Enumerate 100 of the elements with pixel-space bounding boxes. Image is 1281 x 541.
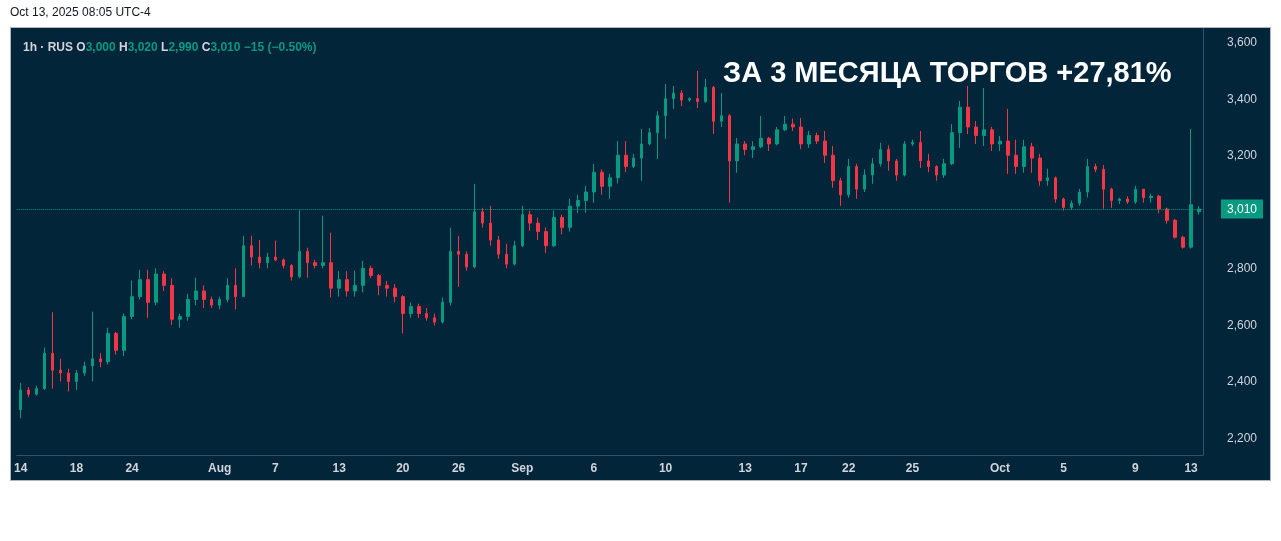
candlestick [664,83,667,140]
candlestick [1086,158,1089,199]
candlestick [513,240,516,267]
candlestick [489,205,492,247]
candlestick [950,123,954,166]
candlestick [130,280,134,320]
candlestick [51,311,54,390]
candlestick [966,85,970,135]
candlestick [99,352,102,368]
candlestick [122,313,126,357]
candlestick [528,210,532,232]
candlestick [202,284,206,309]
candlestick [1062,197,1065,212]
candlestick [767,136,771,152]
x-tick-label: 7 [272,461,280,475]
candlestick [385,280,389,298]
ref-line-label: 3,010 [1227,201,1258,216]
candlestick [1054,175,1057,204]
candlestick [1030,142,1034,174]
candlestick [688,96,691,103]
candlestick [1126,195,1129,205]
candlestick [234,267,237,310]
candlestick [942,158,946,179]
candlestick [712,85,715,135]
candlestick [1078,188,1081,207]
x-tick-label: 25 [905,461,920,475]
candlestick [457,235,460,288]
candlestick [306,247,309,279]
candlestick [791,117,795,132]
x-tick-label: Oct [989,461,1010,475]
candlestick [425,307,428,322]
candlestick [497,235,500,260]
y-tick-label: 3,600 [1227,35,1258,50]
candlestick [919,130,922,169]
candlestick [871,157,874,185]
candlestick [433,313,436,326]
candlestick [855,163,858,200]
candlestick [1102,164,1105,210]
y-tick-label: 2,600 [1227,317,1258,332]
candlestick [728,113,731,204]
candlestick [1173,218,1177,240]
candlestick [911,139,914,147]
candlestick [974,120,978,145]
candlestick [361,260,365,293]
candlestick [290,263,293,282]
candlestick [1165,207,1169,225]
candlestick [146,269,150,319]
candlestick [847,158,850,199]
candlestick [313,259,317,269]
candlestick [218,296,221,310]
candlestick [258,239,261,269]
x-tick-label: 13 [332,461,347,475]
candlestick [648,127,651,146]
candlestick [178,313,182,329]
candlestick [377,273,381,296]
candlestick [592,163,596,204]
candlestick [321,215,325,269]
x-tick-label: 26 [451,461,466,475]
y-tick-label: 2,800 [1227,261,1258,276]
candlestick [759,115,763,149]
x-tick-label: 6 [590,461,598,475]
candlestick [282,257,285,269]
candlestick [393,283,397,303]
x-tick-label: 17 [794,461,808,475]
candlestick [329,232,333,298]
candlestick [863,168,866,193]
candlestick [823,130,827,164]
candlestick [162,270,166,292]
x-tick-label: 13 [1184,461,1199,475]
x-tick-label: 10 [658,461,673,475]
candlestick [417,303,421,319]
candlestick [560,214,564,235]
candlestick [1006,108,1010,175]
candlestick [1134,185,1137,205]
candlestick [441,296,444,325]
candlestick [242,235,245,298]
candlestick [35,385,38,397]
candlestick [839,177,842,207]
candlestick [106,327,110,366]
candlestick [1149,193,1153,204]
candlestick [345,270,349,298]
candlestick [1157,194,1161,214]
candlestick [672,85,675,110]
candlestick [935,164,938,182]
candlestick [43,347,46,391]
candlestick [696,70,699,109]
candlestick [67,368,70,392]
x-tick-label: 14 [13,461,28,475]
candlestick [751,140,755,159]
candlestick [481,207,484,229]
candlestick [27,386,30,398]
candlestick [982,87,986,147]
candlestick [815,132,819,145]
candlestick [19,382,22,419]
candlestick [250,235,253,267]
candlestick [91,311,94,382]
candlestick [735,137,739,174]
candlestick [1094,163,1097,173]
candlestick [210,296,213,309]
candlestick [879,142,882,168]
